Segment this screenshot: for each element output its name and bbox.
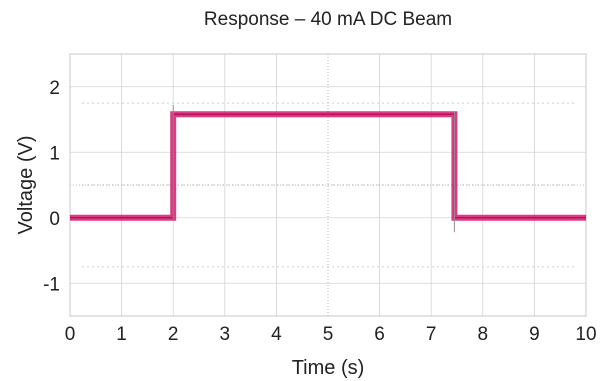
x-tick-label: 8 (478, 324, 489, 345)
y-tick-label: -1 (43, 274, 60, 295)
series-line (70, 113, 586, 219)
y-tick-label: 0 (49, 209, 60, 230)
y-axis-label: Voltage (V) (15, 136, 37, 235)
x-tick-label: 7 (426, 324, 437, 345)
y-tick-label: 2 (49, 78, 60, 99)
x-tick-label: 3 (220, 324, 231, 345)
x-tick-label: 2 (168, 324, 179, 345)
grid (69, 54, 587, 316)
x-tick-label: 9 (529, 324, 540, 345)
x-tick-labels: 0 1 2 3 4 5 6 7 8 9 10 (65, 324, 597, 345)
x-tick-label: 1 (116, 324, 127, 345)
x-axis-label: Time (s) (292, 357, 365, 379)
series-group (70, 105, 586, 233)
y-tick-label: 1 (49, 143, 60, 164)
x-tick-label: 5 (323, 324, 334, 345)
x-tick-label: 4 (271, 324, 282, 345)
x-tick-label: 10 (575, 324, 596, 345)
x-tick-label: 0 (65, 324, 76, 345)
plot-frame (69, 53, 587, 317)
y-tick-labels: -1 0 1 2 (43, 78, 60, 296)
chart-title: Response – 40 mA DC Beam (204, 9, 452, 30)
x-tick-label: 6 (374, 324, 385, 345)
